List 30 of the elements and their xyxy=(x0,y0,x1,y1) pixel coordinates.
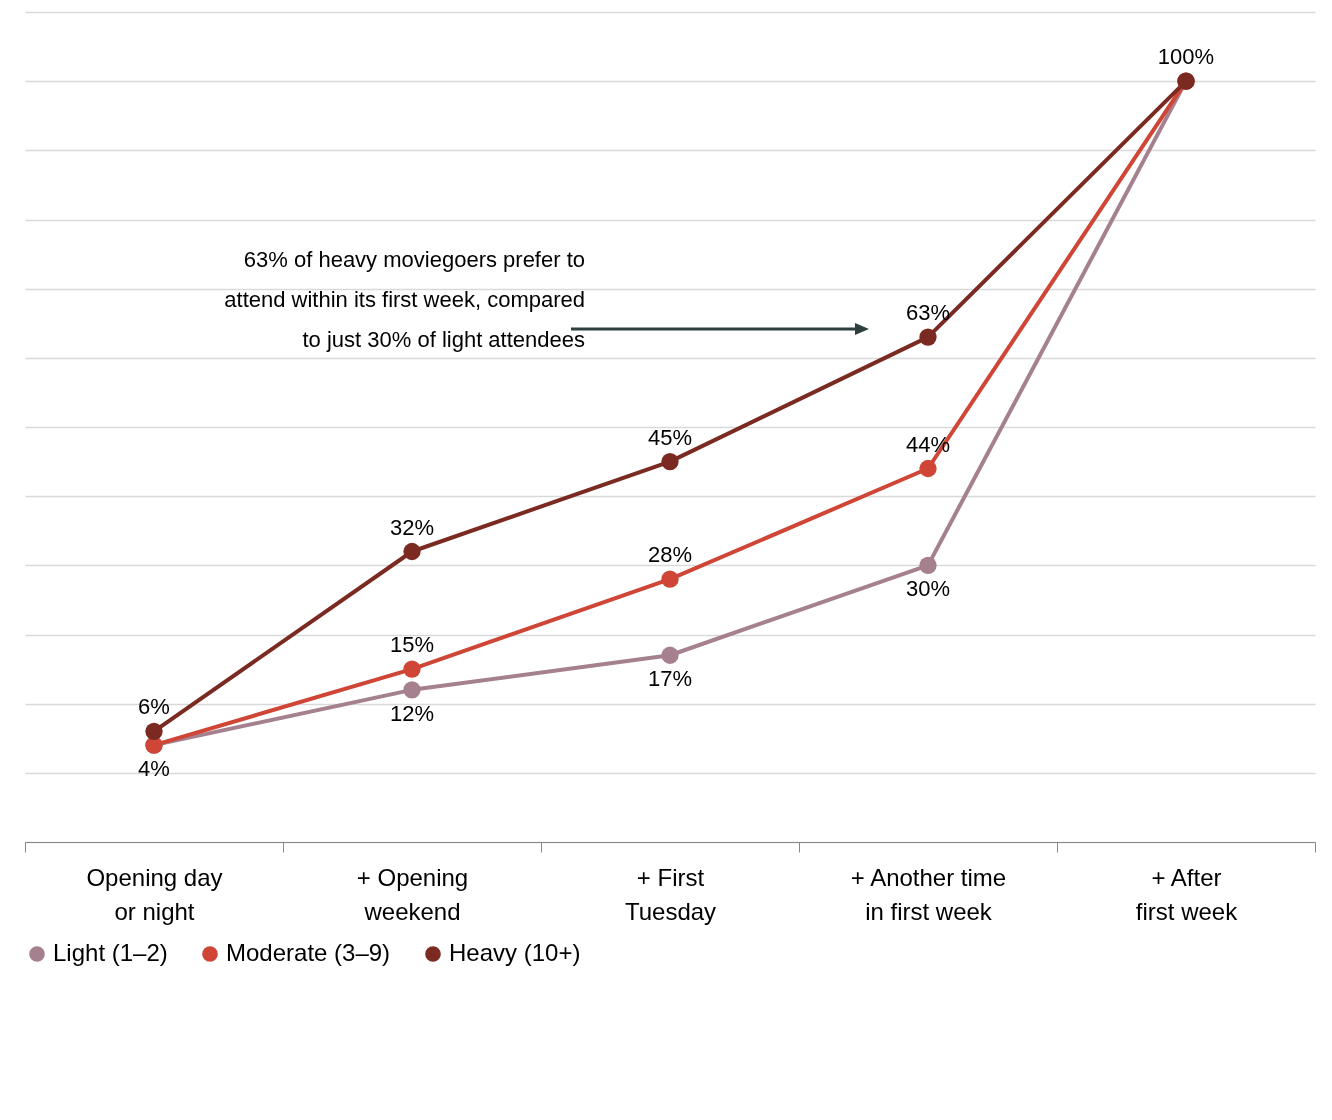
data-label: 17% xyxy=(647,666,693,692)
point xyxy=(403,681,421,699)
annotation: 63% of heavy moviegoers prefer to attend within its first week, compared to just 30% of light attendees xyxy=(224,247,585,352)
point xyxy=(145,722,163,740)
point xyxy=(919,459,937,478)
data-label: 12% xyxy=(389,700,435,726)
legend-label: Heavy (10+) xyxy=(449,939,581,966)
point xyxy=(919,328,937,346)
data-label: 100% xyxy=(1157,44,1215,70)
data-label: 63% xyxy=(905,300,951,326)
legend-label: Moderate (3–9) xyxy=(226,939,391,966)
point xyxy=(403,660,421,678)
data-label: 6% xyxy=(138,694,170,720)
point xyxy=(403,542,421,561)
data-label: 15% xyxy=(389,632,435,658)
data-label: 45% xyxy=(647,424,693,450)
x-tick-label: + Opening weekend xyxy=(356,863,469,925)
point xyxy=(661,452,679,471)
x-tick-label: + First Tuesday xyxy=(624,863,717,925)
x-tick-label: + Another time in first week xyxy=(850,863,1007,925)
point xyxy=(661,646,679,664)
x-tick-label: Opening day or night xyxy=(86,863,223,925)
x-tick-label: + After first week xyxy=(1135,863,1239,925)
data-label: 32% xyxy=(389,514,435,540)
data-label: 30% xyxy=(905,576,951,602)
data-label: 4% xyxy=(138,756,170,782)
legend-label: Light (1–2) xyxy=(53,939,168,966)
data-label: 28% xyxy=(647,542,693,568)
point xyxy=(919,556,937,574)
point xyxy=(661,570,679,588)
